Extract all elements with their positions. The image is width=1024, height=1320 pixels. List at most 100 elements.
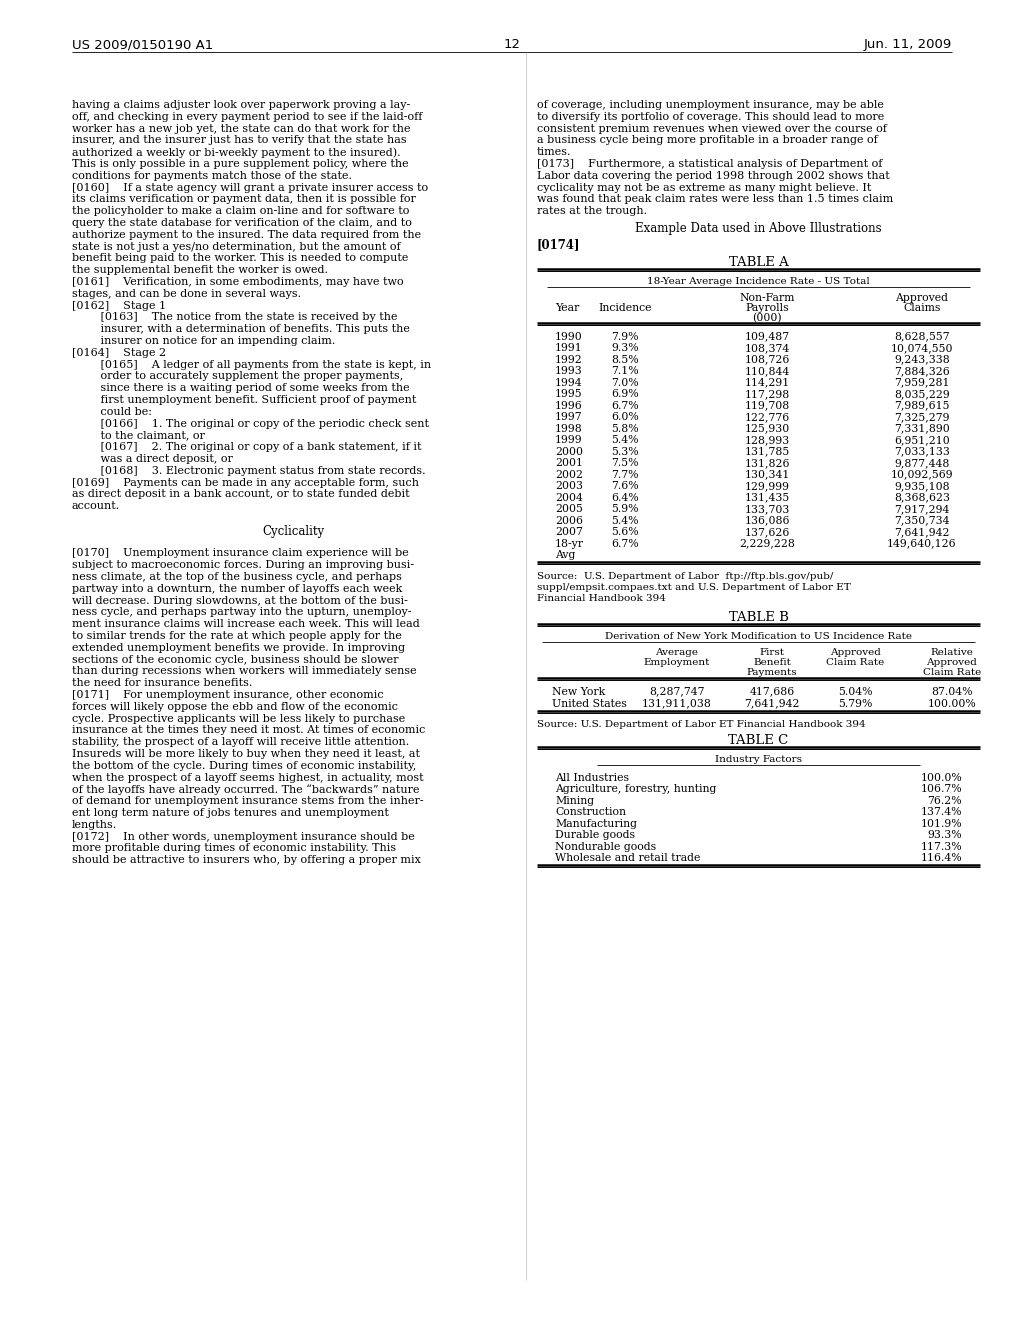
- Text: since there is a waiting period of some weeks from the: since there is a waiting period of some …: [90, 383, 410, 393]
- Text: to the claimant, or: to the claimant, or: [90, 430, 205, 441]
- Text: United States: United States: [552, 698, 627, 709]
- Text: Claim Rate: Claim Rate: [923, 668, 981, 677]
- Text: ent long term nature of jobs tenures and unemployment: ent long term nature of jobs tenures and…: [72, 808, 389, 818]
- Text: 137.4%: 137.4%: [921, 807, 962, 817]
- Text: 7.6%: 7.6%: [611, 480, 639, 491]
- Text: the bottom of the cycle. During times of economic instability,: the bottom of the cycle. During times of…: [72, 760, 416, 771]
- Text: 1991: 1991: [555, 343, 583, 354]
- Text: extended unemployment benefits we provide. In improving: extended unemployment benefits we provid…: [72, 643, 406, 653]
- Text: [0171]    For unemployment insurance, other economic: [0171] For unemployment insurance, other…: [72, 690, 384, 700]
- Text: 18-yr: 18-yr: [555, 539, 584, 549]
- Text: 8,368,623: 8,368,623: [894, 492, 950, 503]
- Text: Durable goods: Durable goods: [555, 830, 635, 840]
- Text: 1990: 1990: [555, 331, 583, 342]
- Text: 12: 12: [504, 38, 520, 51]
- Text: 7,331,890: 7,331,890: [894, 424, 950, 433]
- Text: 5.4%: 5.4%: [611, 436, 639, 445]
- Text: Claim Rate: Claim Rate: [826, 657, 884, 667]
- Text: more profitable during times of economic instability. This: more profitable during times of economic…: [72, 843, 396, 854]
- Text: Incidence: Incidence: [598, 302, 651, 313]
- Text: Year: Year: [555, 302, 580, 313]
- Text: Claims: Claims: [903, 302, 941, 313]
- Text: 9.3%: 9.3%: [611, 343, 639, 354]
- Text: [0166]    1. The original or copy of the periodic check sent: [0166] 1. The original or copy of the pe…: [90, 418, 429, 429]
- Text: subject to macroeconomic forces. During an improving busi-: subject to macroeconomic forces. During …: [72, 560, 414, 570]
- Text: 1994: 1994: [555, 378, 583, 388]
- Text: 1997: 1997: [555, 412, 583, 422]
- Text: 109,487: 109,487: [744, 331, 790, 342]
- Text: 1998: 1998: [555, 424, 583, 433]
- Text: 7,884,326: 7,884,326: [894, 366, 950, 376]
- Text: 7,989,615: 7,989,615: [894, 400, 949, 411]
- Text: of the layoffs have already occurred. The “backwards” nature: of the layoffs have already occurred. Th…: [72, 784, 420, 795]
- Text: 131,785: 131,785: [744, 446, 790, 457]
- Text: [0165]    A ledger of all payments from the state is kept, in: [0165] A ledger of all payments from the…: [90, 359, 431, 370]
- Text: 8,287,747: 8,287,747: [649, 686, 705, 697]
- Text: 1999: 1999: [555, 436, 583, 445]
- Text: 2000: 2000: [555, 446, 583, 457]
- Text: cycle. Prospective applicants will be less likely to purchase: cycle. Prospective applicants will be le…: [72, 714, 406, 723]
- Text: was a direct deposit, or: was a direct deposit, or: [90, 454, 232, 465]
- Text: was found that peak claim rates were less than 1.5 times claim: was found that peak claim rates were les…: [537, 194, 893, 205]
- Text: of coverage, including unemployment insurance, may be able: of coverage, including unemployment insu…: [537, 100, 884, 110]
- Text: 2007: 2007: [555, 527, 583, 537]
- Text: [0160]    If a state agency will grant a private insurer access to: [0160] If a state agency will grant a pr…: [72, 182, 428, 193]
- Text: Mining: Mining: [555, 796, 594, 805]
- Text: partway into a downturn, the number of layoffs each week: partway into a downturn, the number of l…: [72, 583, 402, 594]
- Text: [0173]    Furthermore, a statistical analysis of Department of: [0173] Furthermore, a statistical analys…: [537, 158, 883, 169]
- Text: order to accurately supplement the proper payments,: order to accurately supplement the prope…: [90, 371, 403, 381]
- Text: to diversify its portfolio of coverage. This should lead to more: to diversify its portfolio of coverage. …: [537, 112, 885, 121]
- Text: 6.4%: 6.4%: [611, 492, 639, 503]
- Text: 129,999: 129,999: [744, 480, 790, 491]
- Text: [0174]: [0174]: [537, 238, 581, 251]
- Text: Nondurable goods: Nondurable goods: [555, 842, 656, 851]
- Text: insurer on notice for an impending claim.: insurer on notice for an impending claim…: [90, 337, 336, 346]
- Text: account.: account.: [72, 502, 120, 511]
- Text: query the state database for verification of the claim, and to: query the state database for verificatio…: [72, 218, 412, 228]
- Text: 2005: 2005: [555, 504, 583, 513]
- Text: [0172]    In other words, unemployment insurance should be: [0172] In other words, unemployment insu…: [72, 832, 415, 842]
- Text: suppl/empsit.compaes.txt and U.S. Department of Labor ET: suppl/empsit.compaes.txt and U.S. Depart…: [537, 582, 851, 591]
- Text: 8,035,229: 8,035,229: [894, 389, 950, 399]
- Text: 7,959,281: 7,959,281: [894, 378, 949, 388]
- Text: 100.00%: 100.00%: [928, 698, 976, 709]
- Text: times.: times.: [537, 148, 571, 157]
- Text: Manufacturing: Manufacturing: [555, 818, 637, 829]
- Text: [0170]    Unemployment insurance claim experience will be: [0170] Unemployment insurance claim expe…: [72, 548, 409, 558]
- Text: 117.3%: 117.3%: [921, 842, 962, 851]
- Text: 7.9%: 7.9%: [611, 331, 639, 342]
- Text: 7,641,942: 7,641,942: [894, 527, 949, 537]
- Text: Employment: Employment: [644, 657, 711, 667]
- Text: 18-Year Average Incidence Rate - US Total: 18-Year Average Incidence Rate - US Tota…: [647, 277, 869, 285]
- Text: Cyclicality: Cyclicality: [262, 525, 325, 537]
- Text: TABLE C: TABLE C: [728, 734, 788, 747]
- Text: [0169]    Payments can be made in any acceptable form, such: [0169] Payments can be made in any accep…: [72, 478, 419, 487]
- Text: Payments: Payments: [746, 668, 798, 677]
- Text: Source: U.S. Department of Labor ET Financial Handbook 394: Source: U.S. Department of Labor ET Fina…: [537, 719, 865, 729]
- Text: 6.7%: 6.7%: [611, 539, 639, 549]
- Text: TABLE A: TABLE A: [729, 256, 788, 268]
- Text: 1993: 1993: [555, 366, 583, 376]
- Text: 2006: 2006: [555, 516, 583, 525]
- Text: when the prospect of a layoff seems highest, in actuality, most: when the prospect of a layoff seems high…: [72, 772, 424, 783]
- Text: [0161]    Verification, in some embodiments, may have two: [0161] Verification, in some embodiments…: [72, 277, 403, 286]
- Text: Jun. 11, 2009: Jun. 11, 2009: [864, 38, 952, 51]
- Text: 7.1%: 7.1%: [611, 366, 639, 376]
- Text: 100.0%: 100.0%: [921, 772, 962, 783]
- Text: US 2009/0150190 A1: US 2009/0150190 A1: [72, 38, 213, 51]
- Text: 7.7%: 7.7%: [611, 470, 639, 479]
- Text: ness climate, at the top of the business cycle, and perhaps: ness climate, at the top of the business…: [72, 572, 401, 582]
- Text: Source:  U.S. Department of Labor  ftp://ftp.bls.gov/pub/: Source: U.S. Department of Labor ftp://f…: [537, 572, 834, 581]
- Text: 1996: 1996: [555, 400, 583, 411]
- Text: 149,640,126: 149,640,126: [887, 539, 956, 549]
- Text: conditions for payments match those of the state.: conditions for payments match those of t…: [72, 170, 352, 181]
- Text: 7.5%: 7.5%: [611, 458, 639, 469]
- Text: authorized a weekly or bi-weekly payment to the insured).: authorized a weekly or bi-weekly payment…: [72, 148, 400, 158]
- Text: Example Data used in Above Illustrations: Example Data used in Above Illustrations: [635, 222, 882, 235]
- Text: 2001: 2001: [555, 458, 583, 469]
- Text: 122,776: 122,776: [744, 412, 790, 422]
- Text: 7.0%: 7.0%: [611, 378, 639, 388]
- Text: 8,628,557: 8,628,557: [894, 331, 950, 342]
- Text: 7,641,942: 7,641,942: [744, 698, 800, 709]
- Text: Construction: Construction: [555, 807, 626, 817]
